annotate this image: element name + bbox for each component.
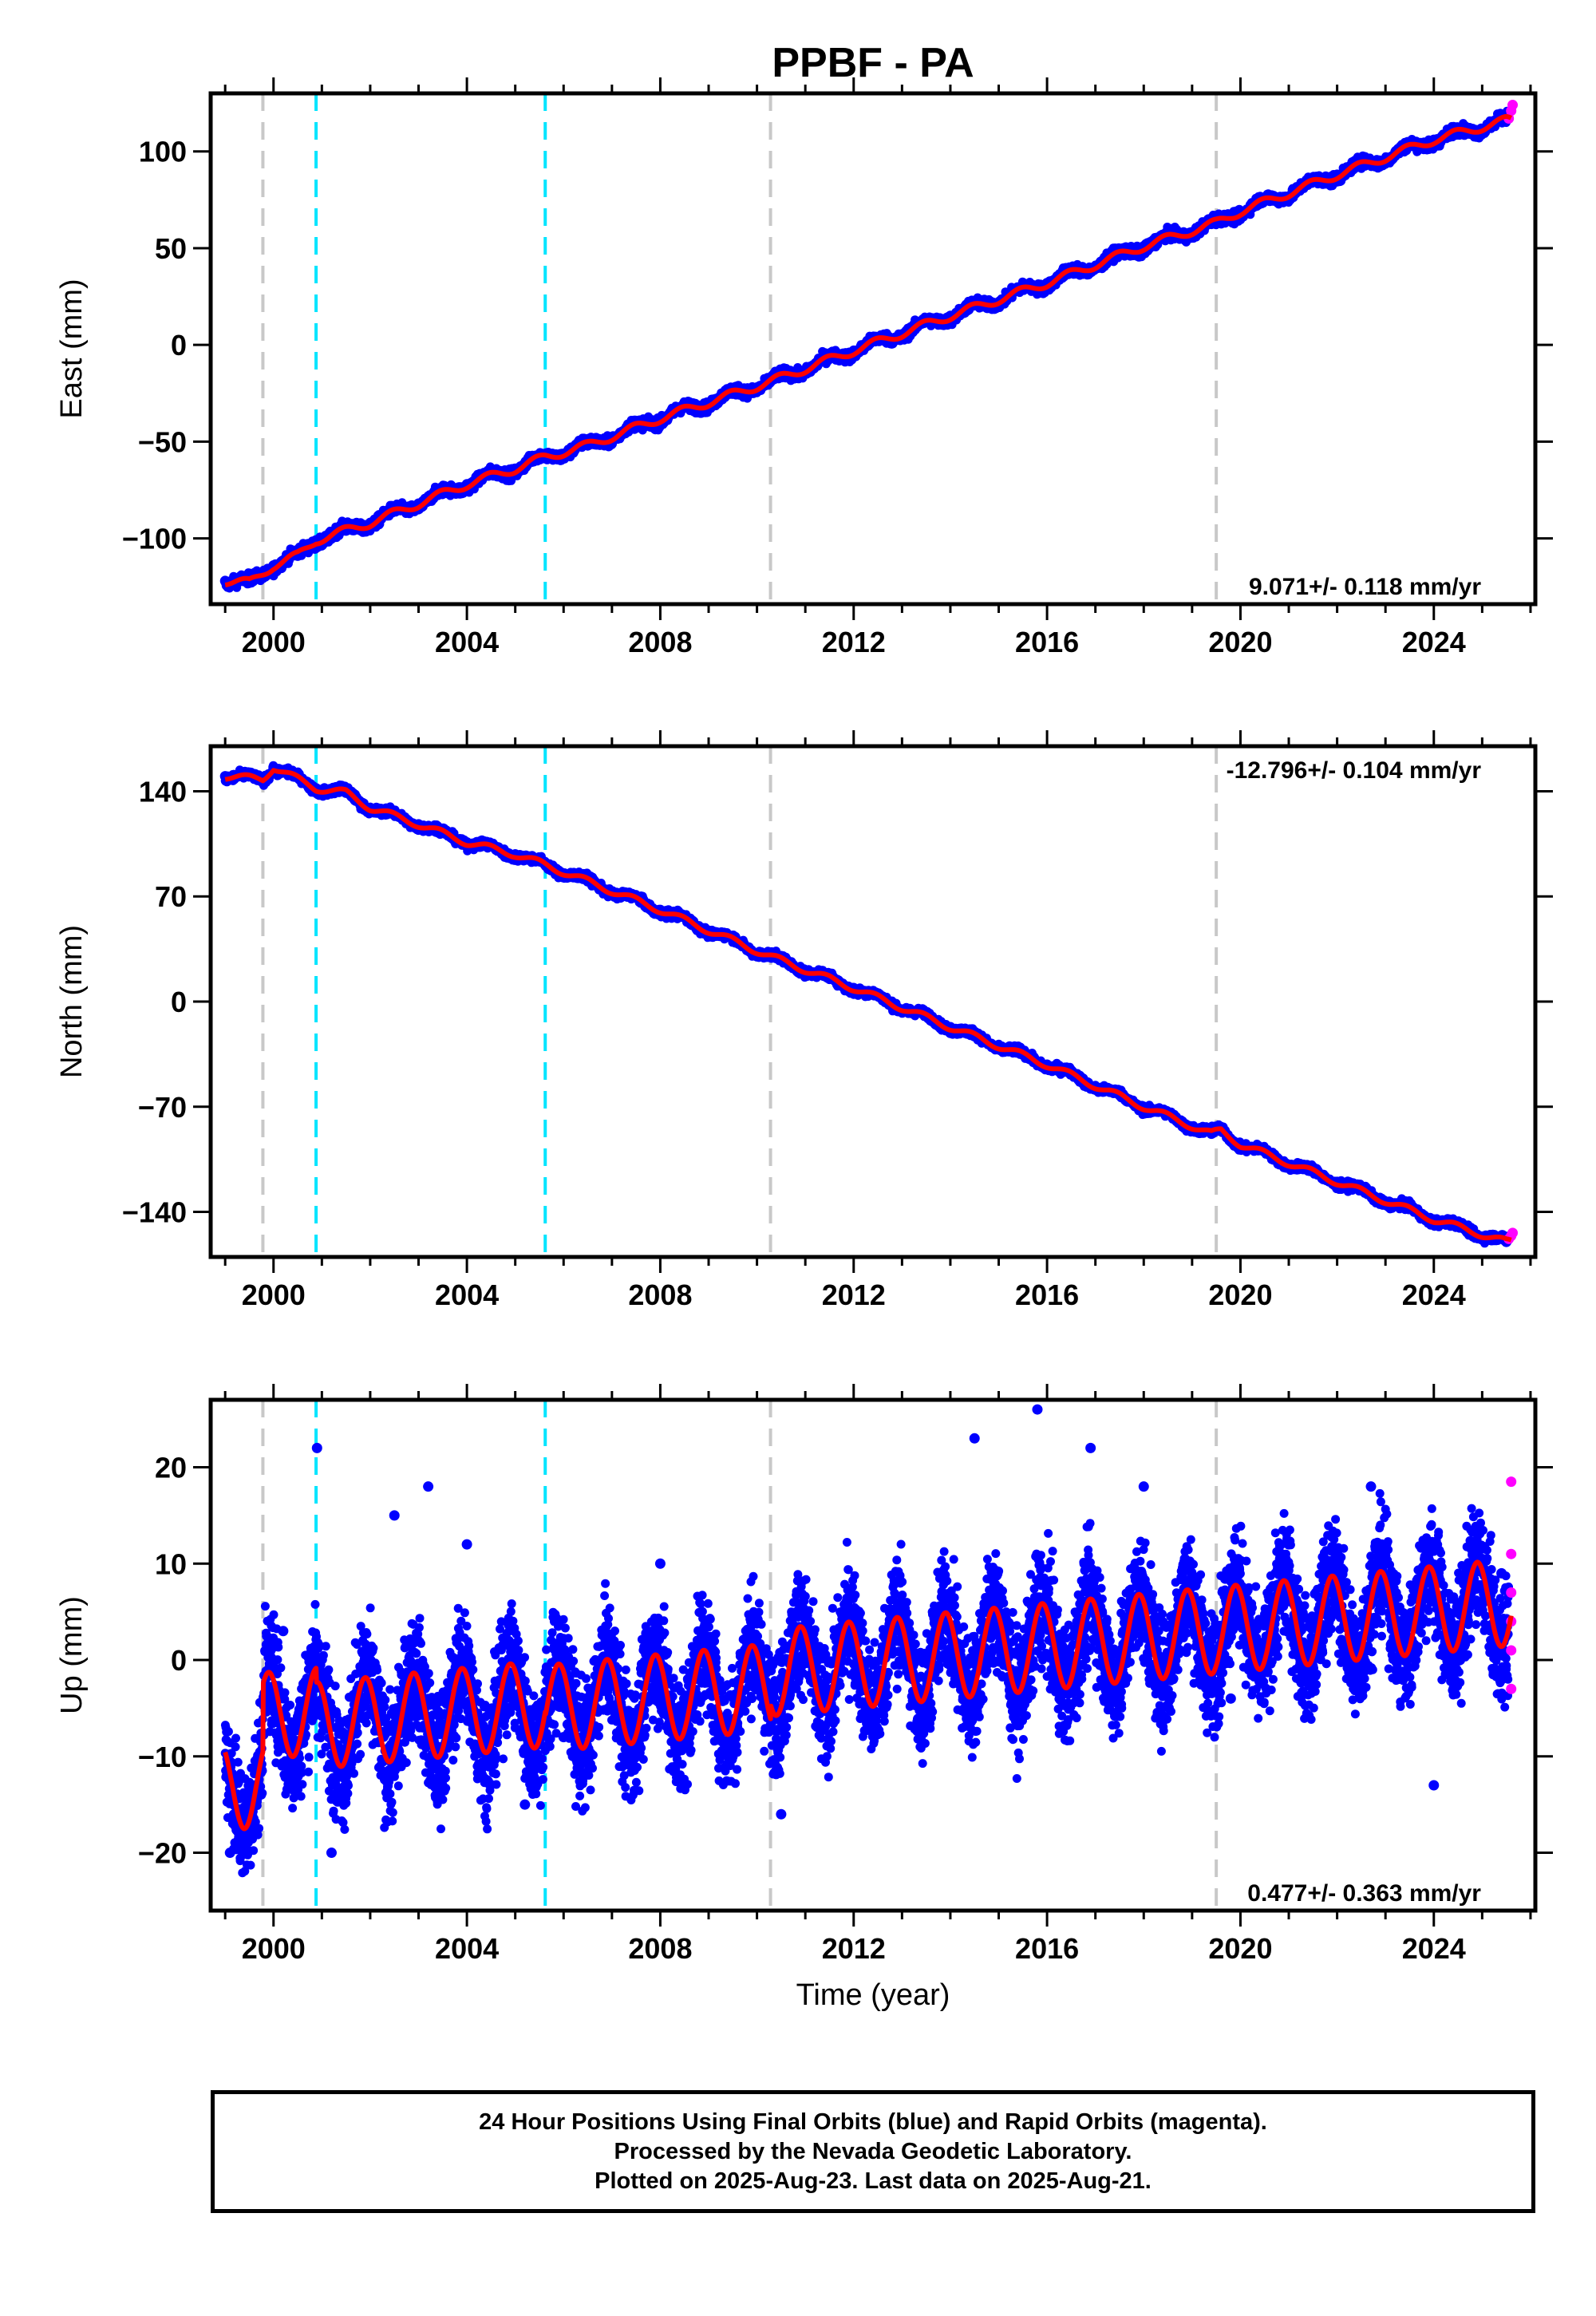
up-rapid-point <box>1506 1476 1517 1488</box>
up-final-point <box>848 1607 859 1618</box>
up-y-tick-label: 20 <box>155 1452 187 1484</box>
north-y-tick-label: 140 <box>139 775 187 808</box>
up-final-point <box>558 1732 569 1743</box>
footer-line-1: 24 Hour Positions Using Final Orbits (bl… <box>479 2109 1267 2135</box>
up-x-tick-label: 2000 <box>242 1932 306 1965</box>
north-x-tick-label: 2024 <box>1402 1279 1466 1311</box>
east-model-line <box>223 113 1514 587</box>
east-x-tick-label: 2004 <box>435 626 499 658</box>
east-y-axis-label: East (mm) <box>55 279 89 418</box>
north-model-line <box>223 768 1514 1243</box>
east-x-tick-label: 2020 <box>1208 626 1272 658</box>
east-y-tick-label: 100 <box>139 136 187 168</box>
east-y-tick-label: 0 <box>171 329 187 362</box>
up-rapid-point <box>1506 1587 1517 1599</box>
panels: 2000 2004 2008 2012 2016 2020 2024100500−100−5… <box>55 77 1553 2012</box>
north-rate-label: -12.796+/- 0.104 mm/yr <box>1227 757 1482 784</box>
up-final-point <box>1225 1693 1236 1704</box>
up-y-tick-label: −20 <box>138 1837 187 1870</box>
up-x-tick-label: 2016 <box>1015 1932 1079 1965</box>
east-x-tick-label: 2012 <box>822 626 886 658</box>
up-rate-label: 0.477+/- 0.363 mm/yr <box>1247 1880 1481 1907</box>
up-final-point <box>326 1848 337 1859</box>
up-final-point <box>1138 1481 1149 1492</box>
up-final-point <box>1085 1442 1096 1453</box>
east-x-tick-label: 2024 <box>1402 626 1466 658</box>
up-final-point <box>654 1558 666 1569</box>
east-frame <box>208 91 1538 607</box>
up-final-point <box>776 1808 787 1820</box>
up-final-point <box>224 1848 235 1859</box>
north-y-axis-label: North (mm) <box>55 925 89 1078</box>
up-rapid-point <box>1506 1645 1517 1656</box>
east-rate-label: 9.071+/- 0.118 mm/yr <box>1249 574 1481 600</box>
up-x-tick-label: 2024 <box>1402 1932 1466 1965</box>
east-y-tick-label: −100 <box>122 523 187 555</box>
up-final-point <box>278 1626 289 1637</box>
chart-title: PPBF - PA <box>772 40 974 86</box>
east-x-tick-label: 2016 <box>1015 626 1079 658</box>
footer-line-2: Processed by the Nevada Geodetic Laborat… <box>614 2138 1132 2164</box>
up-y-tick-label: −10 <box>138 1741 187 1773</box>
north-x-tick-label: 2020 <box>1208 1279 1272 1311</box>
up-final-point <box>461 1539 472 1550</box>
up-y-tick-label: 10 <box>155 1547 187 1580</box>
north-x-tick-label: 2012 <box>822 1279 886 1311</box>
east-y-tick-label: 50 <box>155 232 187 265</box>
up-x-axis-label: Time (year) <box>796 1978 950 2012</box>
up-x-tick-label: 2020 <box>1208 1932 1272 1965</box>
panel-north: 2000 2004 2008 2012 2016 2020 2024 140 70 0 −70 −14… <box>55 730 1553 1311</box>
north-plot-area <box>219 746 1519 1257</box>
east-rapid-point <box>1507 100 1519 111</box>
east-plot-area <box>219 93 1519 604</box>
up-x-tick-label: 2012 <box>822 1932 886 1965</box>
up-final-point <box>1283 1539 1294 1550</box>
up-final-point <box>389 1510 400 1521</box>
north-x-tick-label: 2000 <box>242 1279 306 1311</box>
panel-up: 2000 2004 2008 2012 2016 2020 2024 20 10 0 −10 −20 U… <box>55 1384 1553 2012</box>
up-x-tick-label: 2004 <box>435 1932 499 1965</box>
up-plot-area <box>220 1400 1517 1911</box>
up-frame <box>208 1397 1538 1913</box>
up-final-point <box>519 1799 531 1810</box>
north-rapid-point <box>1507 1227 1519 1239</box>
east-x-tick-label: 2000 <box>242 626 306 658</box>
east-y-tick-label: −50 <box>138 425 187 458</box>
north-y-tick-label: 70 <box>155 880 187 913</box>
up-final-point <box>423 1481 434 1492</box>
up-final-point <box>1365 1481 1377 1492</box>
up-x-tick-label: 2008 <box>628 1932 692 1965</box>
up-y-axis-label: Up (mm) <box>55 1596 89 1714</box>
north-x-tick-label: 2004 <box>435 1279 499 1311</box>
north-y-tick-label: 0 <box>171 986 187 1018</box>
north-y-tick-label: −140 <box>122 1196 187 1229</box>
up-final-point <box>969 1433 980 1444</box>
north-x-tick-label: 2008 <box>628 1279 692 1311</box>
north-x-tick-label: 2016 <box>1015 1279 1079 1311</box>
up-y-tick-label: 0 <box>171 1644 187 1677</box>
east-x-tick-label: 2008 <box>628 626 692 658</box>
up-model-line <box>223 1559 1514 1832</box>
up-final-point <box>311 1442 322 1453</box>
north-y-tick-label: −70 <box>138 1091 187 1124</box>
footer-line-3: Plotted on 2025-Aug-23. Last data on 202… <box>595 2168 1152 2194</box>
up-final-point <box>1428 1780 1440 1791</box>
up-rapid-point <box>1506 1683 1517 1694</box>
up-final-point <box>1032 1404 1043 1415</box>
footer-box: 24 Hour Positions Using Final Orbits (bl… <box>211 2090 1535 2213</box>
panel-east: 2000 2004 2008 2012 2016 2020 2024 100 50 0 −100 −5… <box>55 77 1553 658</box>
up-rapid-point <box>1506 1548 1517 1559</box>
up-final-point <box>1496 1567 1507 1579</box>
